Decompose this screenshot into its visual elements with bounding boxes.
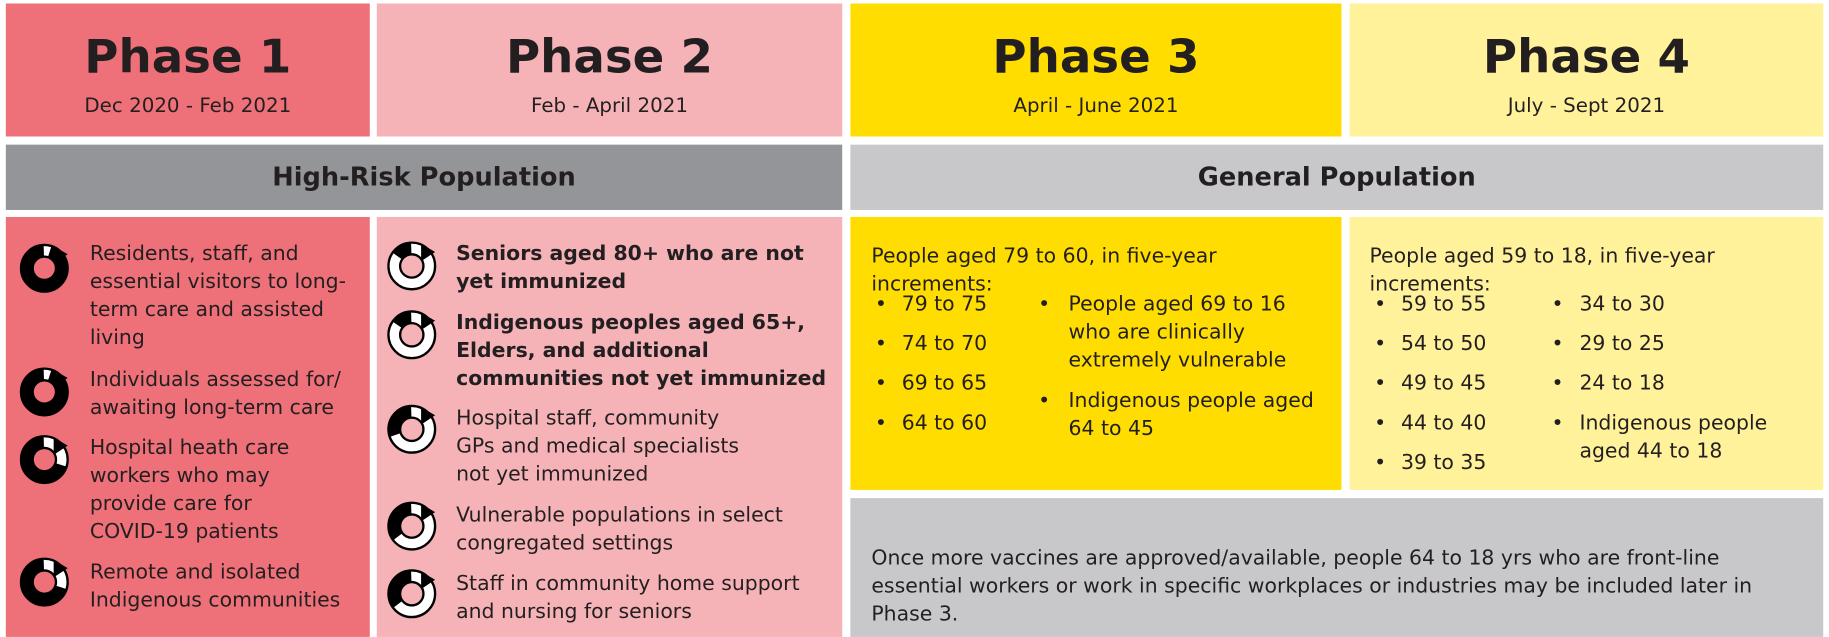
bullet: • <box>874 292 887 317</box>
list-item: 69 to 65 <box>901 372 988 396</box>
item: Hospital staff, community GPs and medica… <box>456 407 740 487</box>
bullet: • <box>874 411 887 436</box>
phase-header: Phase 1 Dec 2020 - Feb 2021 <box>5 3 370 137</box>
icon <box>19 243 69 293</box>
list-item: People aged 69 to 16 who are clinically … <box>1068 292 1287 373</box>
icon <box>19 367 69 417</box>
list-item: 49 to 45 <box>1400 372 1487 396</box>
panel <box>1349 216 1824 490</box>
bullet: • <box>1374 372 1387 396</box>
phase-dates: Dec 2020 - Feb 2021 <box>84 94 292 118</box>
list-item: Indigenous people aged 64 to 45 <box>1068 389 1314 441</box>
band: High-Risk Population <box>5 144 843 210</box>
phase-dates: April - June 2021 <box>1013 94 1179 118</box>
bullet: • <box>874 372 887 396</box>
intro: People aged 79 to 60, in five-year incre… <box>871 244 1217 297</box>
bullet: • <box>874 332 887 356</box>
item: Remote and isolated Indigenous communiti… <box>89 561 341 613</box>
phase-dates: Feb - April 2021 <box>530 94 688 118</box>
bullet: • <box>1374 451 1387 475</box>
bullet: • <box>1374 332 1387 356</box>
bullet: • <box>1038 292 1051 317</box>
phase-dates: July - Sept 2021 <box>1507 94 1666 118</box>
list-item: 79 to 75 <box>901 292 988 317</box>
item: Hospital heath care workers who may prov… <box>89 436 290 544</box>
list-item: 59 to 55 <box>1400 292 1487 317</box>
panel <box>5 216 370 637</box>
phase-title: Phase 2 <box>505 30 714 84</box>
list-item: 24 to 18 <box>1579 372 1665 396</box>
list-item: 74 to 70 <box>901 332 988 356</box>
icon <box>387 569 437 619</box>
item: Individuals assessed for/ awaiting long-… <box>89 368 341 420</box>
phase-title: Phase 3 <box>992 30 1200 84</box>
list-item: 39 to 35 <box>1400 451 1487 475</box>
phase-header: Phase 2 Feb - April 2021 <box>376 3 843 137</box>
bullet: • <box>1551 411 1564 436</box>
panel <box>850 498 1824 637</box>
list-item: 54 to 50 <box>1400 332 1487 356</box>
bullet: • <box>1374 411 1387 436</box>
icon <box>19 435 69 485</box>
intro: People aged 59 to 18, in five-year incre… <box>1369 244 1715 297</box>
bullet: • <box>1374 292 1387 317</box>
item: Residents, staff, and essential visitors… <box>89 242 346 350</box>
bullet: • <box>1551 332 1564 356</box>
phase-header: Phase 3 April - June 2021 <box>850 3 1342 137</box>
item: Seniors aged 80+ who are not yet immuniz… <box>456 242 804 294</box>
icon <box>387 404 437 454</box>
bullet: • <box>1038 389 1051 413</box>
item: Vulnerable populations in select congreg… <box>456 503 783 556</box>
panel <box>376 216 843 637</box>
item: Indigenous peoples aged 65+, Elders, and… <box>456 311 827 391</box>
list-item: 34 to 30 <box>1579 292 1665 317</box>
panel <box>850 216 1342 490</box>
bullet: • <box>1551 372 1564 396</box>
icon <box>387 501 437 551</box>
note: Once more vaccines are approved/availabl… <box>871 547 1753 627</box>
bullet: • <box>1551 292 1564 317</box>
icon <box>19 557 69 607</box>
item: Staff in community home support and nurs… <box>456 572 800 625</box>
icon <box>387 241 437 291</box>
phase-title: Phase 1 <box>84 30 292 84</box>
list-item: 64 to 60 <box>901 411 988 436</box>
band: General Population <box>850 144 1824 210</box>
list-item: Indigenous people aged 44 to 18 <box>1579 411 1768 464</box>
list-item: 29 to 25 <box>1579 332 1665 356</box>
list-item: 44 to 40 <box>1400 411 1487 436</box>
icon <box>387 310 437 360</box>
phase-title: Phase 4 <box>1482 30 1690 84</box>
phase-header: Phase 4 July - Sept 2021 <box>1349 3 1824 137</box>
